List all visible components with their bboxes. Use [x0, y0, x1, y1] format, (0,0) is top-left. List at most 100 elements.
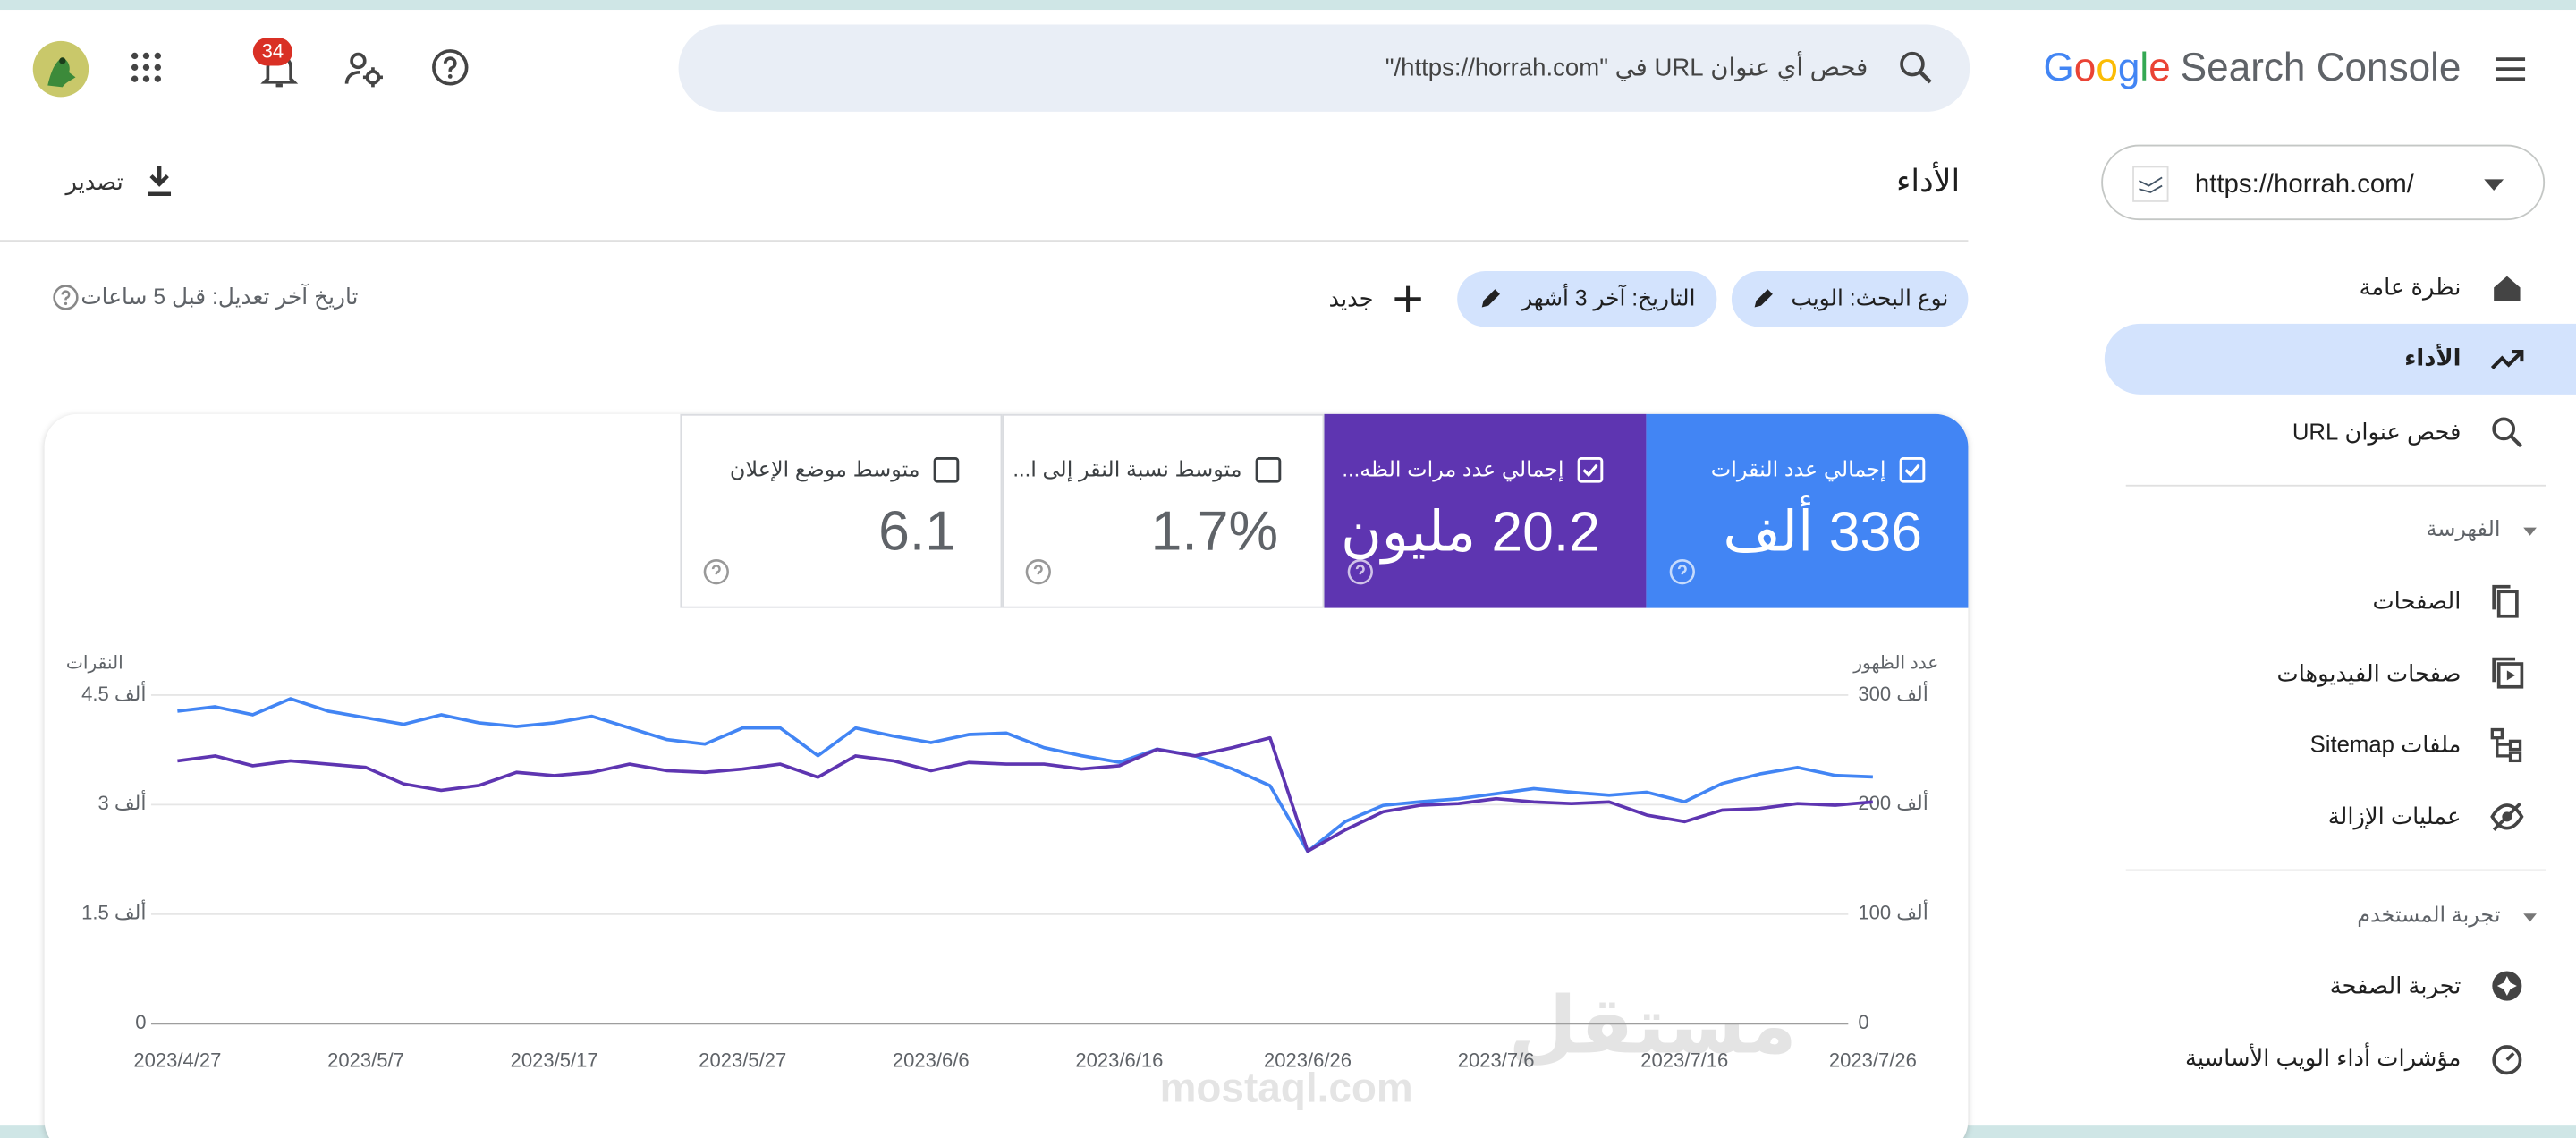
export-button[interactable]: تصدير: [65, 168, 123, 195]
nav-item[interactable]: صفحات الفيديوهات: [2276, 658, 2462, 686]
nav-icon: [2490, 803, 2524, 832]
nav-item[interactable]: نظرة عامة: [2359, 273, 2462, 301]
metric-checkbox[interactable]: [1577, 456, 1604, 483]
x-tick-label: 2023/7/26: [1829, 1049, 1917, 1071]
series-line: [177, 735, 1874, 854]
metric-help: [703, 559, 729, 585]
x-tick-label: 2023/6/16: [1075, 1049, 1163, 1071]
nav-icon: [2492, 971, 2522, 1001]
x-tick-label: 2023/4/27: [133, 1049, 221, 1071]
nav-icon: [2492, 1045, 2522, 1075]
nav-divider: [2125, 869, 2546, 871]
admin-button[interactable]: [343, 47, 386, 90]
nav-section-title[interactable]: تجربة المستخدم: [2357, 902, 2501, 927]
nav-icon: [2494, 276, 2521, 301]
brand: Google: [2043, 46, 2171, 91]
metric-checkbox[interactable]: [1899, 456, 1926, 483]
search-box[interactable]: [678, 24, 1970, 112]
watermark: مستقل: [1509, 981, 1797, 1070]
product-name: Search Console: [2180, 46, 2462, 91]
filter-label: نوع البحث: الويب: [1791, 285, 1949, 311]
metric-checkbox[interactable]: [1255, 456, 1282, 483]
nav-item[interactable]: الصفحات: [2372, 587, 2462, 615]
divider: [0, 240, 1969, 242]
watermark: mostaql.com: [1160, 1065, 1413, 1111]
add-icon: [1394, 285, 1421, 312]
y-tick-label: 1.5 ألف: [81, 900, 146, 924]
edit-icon: [1754, 289, 1773, 308]
metric-tile[interactable]: [1646, 413, 1969, 608]
nav-item[interactable]: تجربة الصفحة: [2329, 972, 2462, 998]
nav-icon: [2492, 657, 2524, 689]
y2-tick-label: 100 ألف: [1858, 900, 1928, 924]
metric-value: 20.2 مليون: [1340, 501, 1600, 565]
new-filter-button[interactable]: جديد: [1328, 284, 1374, 312]
metric-tile[interactable]: [680, 413, 1003, 608]
y-tick-label: 4.5 ألف: [81, 681, 146, 705]
filter-chip[interactable]: [1731, 271, 1969, 327]
y-tick-label: 0: [135, 1011, 146, 1033]
dropdown-caret: [2484, 179, 2504, 191]
series-line: [177, 697, 1873, 854]
filter-label: التاريخ: آخر 3 أشهر: [1521, 285, 1696, 311]
last-updated: تاريخ آخر تعديل: قبل 5 ساعات: [80, 284, 359, 310]
nav-item[interactable]: مؤشرات أداء الويب الأساسية: [2185, 1044, 2462, 1071]
metric-label: إجمالي عدد مرات الظه...: [1342, 456, 1564, 482]
nav-divider: [2125, 484, 2546, 487]
metric-tile[interactable]: [1002, 413, 1325, 608]
nav-icon: [2492, 584, 2519, 618]
metric-value: 336 ألف: [1723, 501, 1922, 565]
section-caret: [2523, 913, 2537, 922]
metric-label: متوسط موضع الإعلان: [729, 456, 920, 482]
y-axis-title: النقرات: [66, 653, 123, 673]
page-title: الأداء: [1895, 165, 1961, 200]
nav-item[interactable]: ملفات Sitemap: [2309, 731, 2462, 758]
top-border: [0, 0, 2576, 11]
metric-help: [1025, 559, 1051, 585]
x-tick-label: 2023/6/26: [1264, 1049, 1352, 1071]
search-icon: [1900, 51, 1932, 84]
nav-section-title[interactable]: الفهرسة: [2426, 515, 2501, 541]
avatar[interactable]: [31, 39, 90, 98]
metric-label: إجمالي عدد النقرات: [1710, 456, 1886, 482]
property-favicon: [2132, 166, 2169, 202]
filter-chip[interactable]: [1457, 271, 1717, 327]
property-url: https://horrah.com/: [2194, 171, 2414, 200]
y-tick-label: 3 ألف: [97, 790, 146, 814]
nav-icon: [2492, 417, 2522, 448]
x-tick-label: 2023/5/27: [699, 1049, 786, 1071]
nav-item[interactable]: فحص عنوان URL: [2292, 418, 2462, 445]
x-tick-label: 2023/7/6: [1458, 1049, 1535, 1071]
metric-label: متوسط نسبة النقر إلى ا...: [1013, 456, 1242, 482]
metric-help: [1347, 559, 1373, 585]
nav-icon: [2490, 350, 2524, 369]
x-tick-label: 2023/7/16: [1640, 1049, 1728, 1071]
nav-selected: [2104, 323, 2576, 395]
apps-button[interactable]: [130, 51, 163, 84]
y2-tick-label: 0: [1858, 1011, 1868, 1033]
metric-checkbox[interactable]: [933, 456, 960, 483]
metric-tile[interactable]: [1324, 413, 1647, 608]
section-caret: [2523, 527, 2537, 536]
menu-button[interactable]: [2492, 51, 2528, 87]
help-icon[interactable]: [53, 284, 79, 310]
y2-tick-label: 300 ألف: [1858, 681, 1928, 705]
metric-help: [1669, 559, 1695, 585]
help-button[interactable]: [430, 47, 470, 87]
metric-value: 6.1: [878, 500, 956, 564]
nav-item[interactable]: عمليات الإزالة: [2327, 803, 2462, 829]
nav-item[interactable]: الأداء: [2404, 344, 2462, 371]
metric-value: 1.7%: [1150, 500, 1278, 564]
nav-icon: [2490, 728, 2522, 763]
logo[interactable]: Google Search Console: [2043, 46, 2461, 91]
property-selector[interactable]: [2101, 144, 2546, 221]
x-tick-label: 2023/5/7: [327, 1049, 404, 1071]
notification-badge: 34: [252, 38, 292, 66]
export-icon: [148, 166, 172, 196]
x-tick-label: 2023/5/17: [511, 1049, 598, 1071]
y2-axis-title: عدد الظهور: [1852, 653, 1938, 673]
edit-icon: [1481, 289, 1500, 308]
